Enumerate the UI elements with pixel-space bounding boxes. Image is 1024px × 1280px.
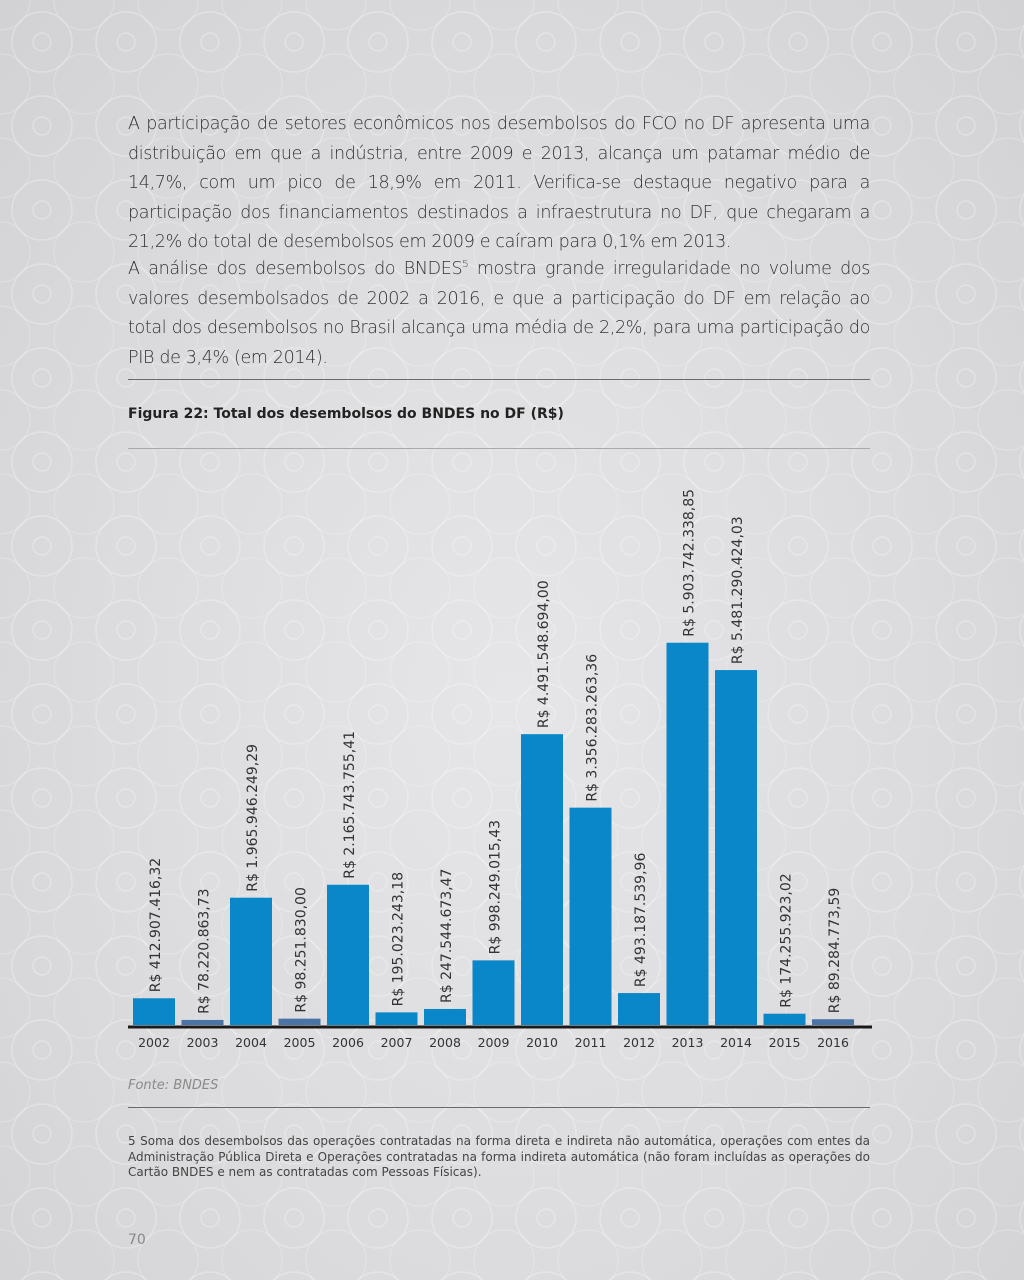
bar-2003 (181, 1019, 224, 1025)
tick-label-2003: 2003 (187, 1035, 219, 1050)
paragraph-bndes-text-start: A análise dos desembolsos do BNDES (128, 259, 463, 279)
tick-label-2009: 2009 (478, 1035, 510, 1050)
bar-2011 (569, 807, 612, 1025)
bar-2009 (472, 960, 515, 1025)
value-label-2009: R$ 998.249.015,43 (488, 820, 504, 954)
bar-2007 (375, 1012, 418, 1025)
tick-label-2015: 2015 (769, 1035, 801, 1050)
bar-2014 (715, 670, 757, 1025)
value-label-2014: R$ 5.481.290.424,03 (730, 516, 746, 664)
figure-title: Figura 22: Total dos desembolsos do BNDE… (128, 406, 564, 422)
bar-2004 (230, 897, 272, 1025)
bar-2016 (812, 1019, 854, 1025)
tick-label-2006: 2006 (332, 1035, 364, 1050)
value-label-2012: R$ 493.187.539,96 (633, 853, 649, 988)
tick-label-2013: 2013 (672, 1035, 704, 1050)
value-label-2004: R$ 1.965.946.249,29 (245, 744, 261, 892)
paragraph-bndes-analysis: A análise dos desembolsos do BNDES5 most… (128, 255, 870, 373)
bar-2010 (521, 734, 563, 1025)
bars-group (133, 642, 854, 1025)
tick-labels-group: 2002 2003 2004 2005 2006 2007 2008 2009 2010 2011… (138, 1035, 849, 1050)
value-label-2007: R$ 195.023.243,18 (391, 872, 407, 1006)
figure-title-rule (128, 448, 870, 449)
value-label-2006: R$ 2.165.743.755,41 (342, 731, 358, 879)
value-label-2003: R$ 78.220.863,73 (197, 888, 213, 1014)
bar-2005 (278, 1018, 321, 1025)
value-label-2010: R$ 4.491.548.694,00 (536, 580, 552, 728)
paragraph-sector-participation: A participação de setores econômicos nos… (128, 114, 870, 252)
tick-label-2004: 2004 (235, 1035, 267, 1050)
figure-source: Fonte: BNDES (128, 1078, 219, 1093)
figure-top-rule (128, 379, 870, 380)
bar-2015 (763, 1013, 806, 1025)
value-label-2002: R$ 412.907.416,32 (148, 858, 164, 992)
tick-label-2016: 2016 (817, 1035, 849, 1050)
value-label-2011: R$ 3.356.283.263,36 (585, 654, 601, 802)
bar-2012 (618, 993, 660, 1025)
value-label-2013: R$ 5.903.742.338,85 (682, 489, 698, 637)
tick-label-2008: 2008 (429, 1035, 461, 1050)
tick-label-2002: 2002 (138, 1035, 170, 1050)
figure-bottom-rule (128, 1107, 870, 1108)
bar-2013 (666, 642, 709, 1025)
value-label-2008: R$ 247.544.673,47 (439, 869, 455, 1003)
page-number: 70 (128, 1232, 146, 1248)
paragraph-bndes-text-end: mostra grande irregularidade no volume d… (128, 259, 870, 368)
value-label-2015: R$ 174.255.923,02 (779, 873, 795, 1007)
tick-label-2014: 2014 (720, 1035, 752, 1050)
tick-label-2011: 2011 (575, 1035, 607, 1050)
footnote: 5 Soma dos desembolsos das operações con… (128, 1134, 870, 1179)
tick-label-2010: 2010 (526, 1035, 558, 1050)
value-label-2005: R$ 98.251.830,00 (294, 887, 310, 1013)
bar-2002 (133, 998, 175, 1025)
value-labels-group: R$ 412.907.416,32 R$ 78.220.863,73 R$ 1.96… (148, 489, 843, 1014)
value-label-2016: R$ 89.284.773,59 (827, 888, 843, 1014)
bar-2006 (327, 884, 369, 1025)
tick-label-2005: 2005 (284, 1035, 316, 1050)
tick-label-2012: 2012 (623, 1035, 655, 1050)
tick-label-2007: 2007 (381, 1035, 413, 1050)
bar-chart: R$ 412.907.416,32 R$ 78.220.863,73 R$ 1.96… (128, 489, 872, 1050)
bar-2008 (424, 1008, 466, 1025)
footnote-marker: 5 (462, 259, 469, 271)
